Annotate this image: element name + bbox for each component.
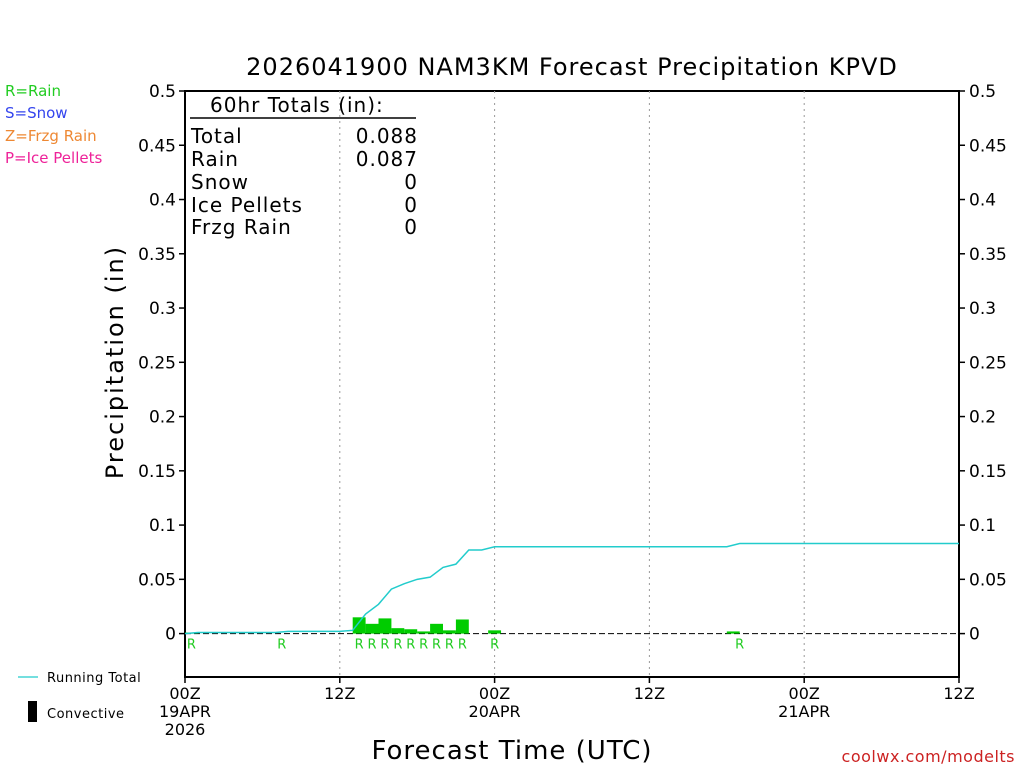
legend-frzg-rain: Z=Frzg Rain (5, 127, 97, 145)
y-tick-label-right: 0.15 (969, 462, 1007, 482)
x-tick-label: 21APR (778, 702, 830, 721)
precip-type-marker: R (393, 638, 402, 653)
totals-label-rain: Rain (191, 147, 239, 171)
precip-type-marker: R (445, 638, 454, 653)
precip-bar (378, 618, 392, 634)
x-tick-label: 12Z (324, 684, 355, 703)
precip-type-marker: R (277, 638, 286, 653)
y-tick-label-right: 0.4 (969, 191, 996, 211)
y-tick-label-right: 0.2 (969, 408, 996, 428)
precip-bar (365, 623, 379, 634)
precip-bar (391, 628, 405, 634)
y-tick-label-left: 0.4 (149, 191, 176, 211)
precip-type-marker: R (355, 638, 364, 653)
y-tick-label-left: 0.05 (138, 570, 176, 590)
y-tick-label-right: 0.45 (969, 136, 1007, 156)
precip-bar (404, 629, 418, 634)
totals-box: 60hr Totals (in): Total 0.088 Rain 0.087… (190, 93, 418, 239)
precip-bar (430, 623, 443, 634)
precip-bar (417, 631, 431, 634)
y-tick-label-left: 0.15 (138, 462, 176, 482)
precip-bar (455, 619, 469, 634)
y-tick-label-left: 0.35 (138, 245, 176, 265)
legend-running-total: Running Total (47, 671, 141, 686)
legend-snow: S=Snow (5, 104, 68, 122)
convective-swatch (28, 701, 37, 722)
y-axis-ticks: 0 00.05 0.050.1 0.10.15 0.150.2 0.20.25 0.250.… (138, 82, 1007, 645)
precip-bar (352, 617, 366, 634)
y-tick-label-right: 0 (969, 625, 980, 645)
totals-value-rain: 0.087 (356, 147, 418, 171)
x-tick-label: 00Z (479, 684, 510, 703)
x-tick-label: 12Z (634, 684, 665, 703)
precip-type-marker: R (432, 638, 441, 653)
totals-value-frzg-rain: 0 (404, 215, 418, 239)
precip-type-marker: R (406, 638, 415, 653)
plot-frame (184, 90, 960, 678)
totals-label-total: Total (190, 124, 243, 148)
y-axis-label: Precipitation (in) (101, 245, 129, 479)
y-tick-label-left: 0.5 (149, 82, 176, 102)
precip-bar (488, 630, 502, 634)
legend-rain: R=Rain (5, 82, 61, 100)
x-tick-label: 12Z (943, 684, 974, 703)
totals-value-ice-pellets: 0 (404, 193, 418, 217)
x-tick-label: 20APR (469, 702, 521, 721)
y-tick-label-right: 0.25 (969, 353, 1007, 373)
y-tick-label-left: 0.1 (149, 516, 176, 536)
y-tick-label-right: 0.3 (969, 299, 996, 319)
watermark: coolwx.com/modelts (842, 747, 1015, 766)
x-tick-label: 19APR (159, 702, 211, 721)
y-tick-label-right: 0.1 (969, 516, 996, 536)
x-tick-label: 00Z (789, 684, 820, 703)
legend-ice-pellets: P=Ice Pellets (5, 149, 102, 167)
totals-label-frzg-rain: Frzg Rain (191, 215, 292, 239)
precip-type-marker: R (380, 638, 389, 653)
running-total-line (184, 542, 959, 635)
x-tick-label: 00Z (169, 684, 200, 703)
totals-title: 60hr Totals (in): (210, 93, 384, 117)
chart-title: 2026041900 NAM3KM Forecast Precipitation… (246, 53, 898, 81)
y-tick-label-left: 0.3 (149, 299, 176, 319)
precip-type-marker: R (419, 638, 428, 653)
totals-label-snow: Snow (191, 170, 249, 194)
x-axis-label: Forecast Time (UTC) (371, 736, 652, 766)
legend-convective: Convective (47, 707, 125, 722)
y-tick-label-right: 0.05 (969, 570, 1007, 590)
x-tick-label: 2026 (165, 720, 206, 739)
precip-type-marker: R (490, 638, 499, 653)
totals-value-snow: 0 (404, 170, 418, 194)
precip-type-marker: R (735, 638, 744, 653)
hourly-precip-bars (185, 617, 740, 634)
y-tick-label-left: 0.2 (149, 408, 176, 428)
precip-bar (726, 631, 740, 634)
precip-type-marker: R (368, 638, 377, 653)
totals-value-total: 0.088 (356, 124, 418, 148)
y-tick-label-left: 0 (165, 625, 176, 645)
totals-label-ice-pellets: Ice Pellets (191, 193, 303, 217)
precip-type-marker: R (187, 638, 196, 653)
y-tick-label-left: 0.45 (138, 136, 176, 156)
y-tick-label-left: 0.25 (138, 353, 176, 373)
y-tick-label-right: 0.5 (969, 82, 996, 102)
precip-type-marker: R (458, 638, 467, 653)
y-tick-label-right: 0.35 (969, 245, 1007, 265)
precip-bar (443, 630, 456, 634)
grid-lines (339, 91, 805, 677)
